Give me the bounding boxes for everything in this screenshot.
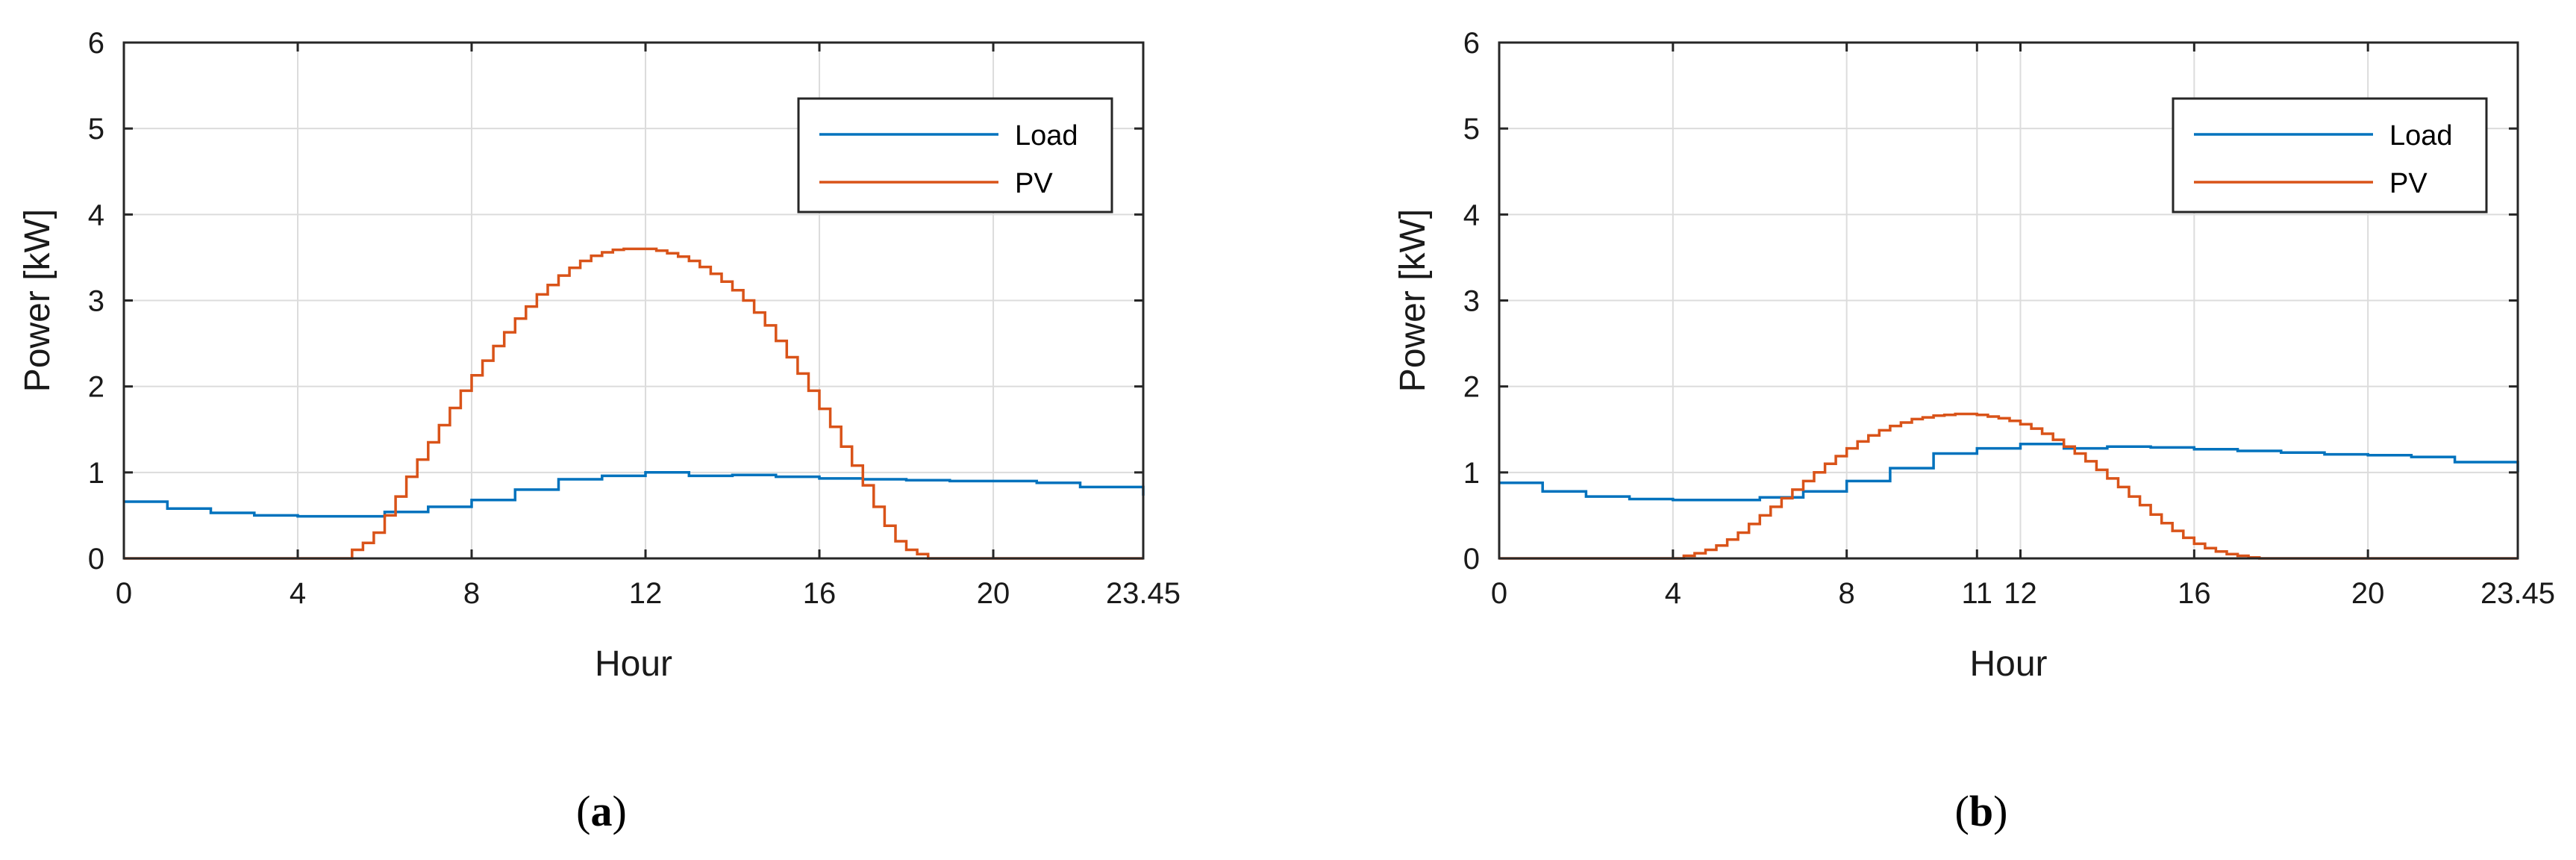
y-tick-label: 4: [1463, 199, 1480, 231]
y-tick-label: 3: [88, 285, 104, 318]
y-axis-title: Power [kW]: [1393, 209, 1433, 392]
y-tick-label: 4: [88, 199, 104, 231]
x-tick-label: 16: [803, 577, 837, 610]
x-axis-title: Hour: [1969, 644, 2047, 684]
caption-open-paren: (: [1955, 787, 1969, 835]
y-tick-label: 1: [88, 457, 104, 490]
legend-label-pv: PV: [1015, 168, 1053, 199]
x-tick-label: 0: [1491, 577, 1507, 610]
x-tick-label: 8: [463, 577, 480, 610]
y-axis-title: Power [kW]: [18, 209, 57, 392]
x-axis-title: Hour: [595, 644, 672, 684]
legend: Load PV: [2172, 97, 2488, 214]
x-tick-label: 12: [629, 577, 663, 610]
y-tick-label: 0: [1463, 543, 1480, 576]
x-tick-label: 23.45: [1106, 577, 1181, 610]
panel-caption: (a): [576, 787, 627, 835]
x-tick-label: 4: [1665, 577, 1681, 610]
x-tick-label: 0: [116, 577, 132, 610]
y-tick-label: 0: [88, 543, 104, 576]
series-pv-line: [1499, 412, 2518, 560]
caption-open-paren: (: [576, 787, 590, 835]
series-load-line: [1499, 443, 2519, 502]
y-tick-label: 5: [1463, 113, 1480, 146]
legend-label-pv: PV: [2389, 168, 2427, 199]
y-tick-label: 6: [1463, 27, 1480, 60]
legend: Load PV: [797, 97, 1113, 214]
x-tick-label: 16: [2178, 577, 2211, 610]
legend-label-load: Load: [2389, 120, 2453, 152]
x-tick-label: 4: [290, 577, 306, 610]
caption-letter: b: [1969, 787, 1993, 835]
x-tick-label: 11: [1962, 577, 1993, 610]
legend-box: [2172, 97, 2488, 214]
legend-box: [797, 97, 1113, 214]
y-tick-label: 3: [1463, 285, 1480, 318]
y-tick-label: 2: [1463, 371, 1480, 404]
x-tick-label: 8: [1839, 577, 1855, 610]
y-tick-label: 2: [88, 371, 104, 404]
y-tick-label: 6: [88, 27, 104, 60]
legend-label-load: Load: [1015, 120, 1078, 152]
caption-letter: a: [591, 787, 613, 835]
x-tick-label: 12: [2004, 577, 2037, 610]
y-tick-label: 5: [88, 113, 104, 146]
y-tick-label: 1: [1463, 457, 1480, 490]
caption-close-paren: ): [1993, 787, 2007, 835]
series-pv-line: [124, 247, 1143, 560]
caption-close-paren: ): [613, 787, 627, 835]
panel-caption: (b): [1955, 787, 2008, 835]
x-tick-label: 20: [977, 577, 1010, 610]
x-tick-label: 20: [2351, 577, 2385, 610]
x-tick-label: 23.45: [2480, 577, 2555, 610]
series-load-line: [124, 471, 1145, 518]
